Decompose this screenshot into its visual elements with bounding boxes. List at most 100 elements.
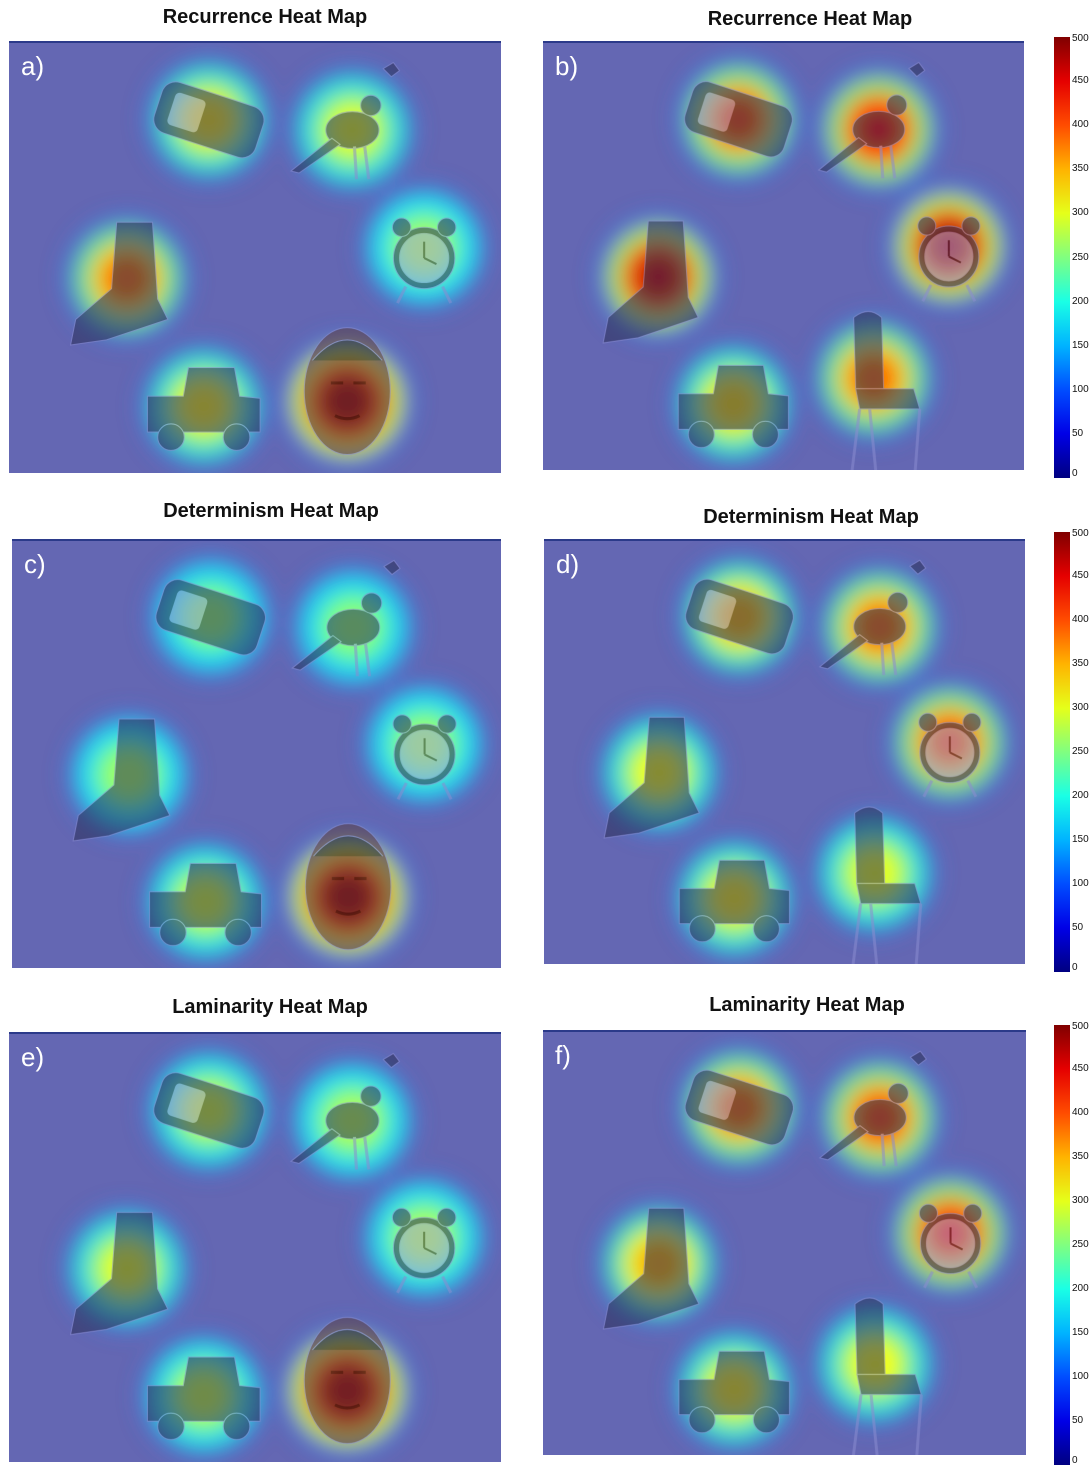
- panel-b-label: b): [555, 51, 579, 81]
- colorbar-tick-label: 100: [1072, 383, 1089, 395]
- phone-icon: [683, 80, 793, 158]
- objects: [72, 559, 457, 951]
- chair-icon: [850, 310, 922, 470]
- panel-a-label: a): [21, 51, 45, 81]
- panel-a-svg: [9, 43, 501, 473]
- colorbar-tick-label: 100: [1072, 878, 1089, 889]
- phone-icon: [153, 81, 265, 159]
- panel-f-label: f): [555, 1040, 571, 1070]
- truck-icon: [678, 1350, 791, 1434]
- colorbar-tick-label: 200: [1072, 1283, 1089, 1294]
- colorbar-tick-label: 300: [1072, 207, 1089, 219]
- panel-d-title: Determinism Heat Map: [703, 506, 919, 528]
- clock-icon: [918, 1203, 983, 1289]
- colorbar-tick-label: 200: [1072, 790, 1089, 801]
- panel-a-title: Recurrence Heat Map: [162, 6, 368, 28]
- colorbar-tick-label: 500: [1072, 33, 1089, 44]
- colorbar-tick-label: 400: [1072, 614, 1089, 625]
- colorbar-tick-label: 250: [1072, 746, 1089, 757]
- colorbar-tick-label: 450: [1072, 570, 1089, 581]
- colorbar-tick-label: 100: [1072, 1371, 1089, 1382]
- truck-icon: [146, 1356, 261, 1441]
- phone-icon: [684, 1069, 794, 1146]
- colorbar-tick-label: 50: [1072, 427, 1084, 439]
- colorbar-tick-label: 450: [1072, 1063, 1089, 1074]
- colorbar-tick-label: 200: [1072, 295, 1089, 307]
- colorbar-tick-label: 350: [1072, 1151, 1089, 1162]
- bird-icon: [818, 559, 927, 676]
- colorbar-tick-label: 300: [1072, 702, 1089, 713]
- panel-b-heatmap: b): [543, 41, 1024, 470]
- truck-icon: [146, 367, 261, 451]
- colorbar-tick-label: 0: [1072, 962, 1078, 973]
- bird-icon: [289, 61, 401, 180]
- panel-d-svg: [544, 541, 1025, 964]
- colorbar-tick-label: 150: [1072, 834, 1089, 845]
- colorbar-tick-label: 0: [1072, 1455, 1078, 1466]
- truck-icon: [677, 364, 790, 449]
- colorbar-tick-label: 300: [1072, 1195, 1089, 1206]
- panel-e-title: Laminarity Heat Map: [172, 996, 368, 1018]
- colorbar-tick-label: 150: [1072, 339, 1089, 351]
- clock-icon: [392, 714, 457, 800]
- shoe-icon: [72, 718, 171, 842]
- clock-icon: [918, 712, 982, 798]
- truck-icon: [678, 859, 791, 943]
- phone-icon: [684, 578, 794, 655]
- bird-icon: [289, 1052, 401, 1170]
- chair-icon: [851, 806, 923, 964]
- objects: [69, 61, 457, 456]
- clock-icon: [391, 217, 457, 304]
- panel-c-svg: [12, 541, 501, 968]
- panel-d-label: d): [556, 549, 580, 579]
- panel-e-svg: [9, 1034, 501, 1462]
- colorbar-gradient: [1054, 532, 1070, 972]
- panel-d-heatmap: d): [544, 539, 1025, 964]
- colorbar-tick-label: 150: [1072, 1327, 1089, 1338]
- colorbar-top: 500 450 400 350 300 250 200 150 100 50 0: [1054, 33, 1089, 479]
- colorbar-gradient: [1054, 37, 1070, 478]
- clock-icon: [391, 1207, 457, 1294]
- face-icon: [303, 327, 391, 456]
- panel-f-svg: [543, 1032, 1026, 1455]
- phone-icon: [153, 1072, 265, 1149]
- objects: [602, 61, 981, 470]
- colorbar-tick-label: 50: [1072, 922, 1084, 933]
- colorbar-tick-label: 350: [1072, 658, 1089, 669]
- shoe-icon: [602, 220, 700, 344]
- panel-f-heatmap: f): [543, 1030, 1026, 1455]
- colorbar-tick-label: 350: [1072, 163, 1089, 175]
- panel-f-title: Laminarity Heat Map: [709, 994, 905, 1016]
- chair-icon: [851, 1297, 923, 1455]
- colorbar-bottom: 500 450 400 350 300 250 200 150 100 50 0: [1054, 1021, 1089, 1466]
- colorbar-tick-label: 450: [1072, 75, 1089, 87]
- truck-icon: [149, 862, 263, 947]
- objects: [69, 1052, 457, 1445]
- panel-e-label: e): [21, 1042, 45, 1072]
- shoe-icon: [602, 1207, 700, 1330]
- colorbar-gradient: [1054, 1025, 1070, 1465]
- colorbar-tick-label: 400: [1072, 119, 1089, 131]
- bird-icon: [291, 559, 401, 677]
- bird-icon: [818, 1050, 928, 1167]
- objects: [602, 1050, 983, 1455]
- face-icon: [303, 1316, 391, 1445]
- objects: [603, 559, 982, 964]
- shoe-icon: [603, 716, 701, 839]
- panel-c-title: Determinism Heat Map: [163, 500, 379, 522]
- colorbar-tick-label: 50: [1072, 1415, 1084, 1426]
- clock-icon: [917, 216, 981, 302]
- phone-icon: [155, 578, 267, 656]
- panel-a-heatmap: a): [9, 41, 501, 473]
- colorbar-tick-label: 400: [1072, 1107, 1089, 1118]
- colorbar-tick-label: 250: [1072, 251, 1089, 263]
- panel-b-svg: [543, 43, 1024, 470]
- colorbar-tick-label: 500: [1072, 528, 1089, 539]
- panel-c-heatmap: c): [12, 539, 501, 968]
- panel-e-heatmap: e): [9, 1032, 501, 1462]
- panel-b-title: Recurrence Heat Map: [707, 8, 913, 30]
- shoe-icon: [69, 221, 169, 346]
- colorbar-tick-label: 0: [1072, 468, 1078, 479]
- shoe-icon: [69, 1211, 169, 1336]
- panel-c-label: c): [24, 549, 46, 579]
